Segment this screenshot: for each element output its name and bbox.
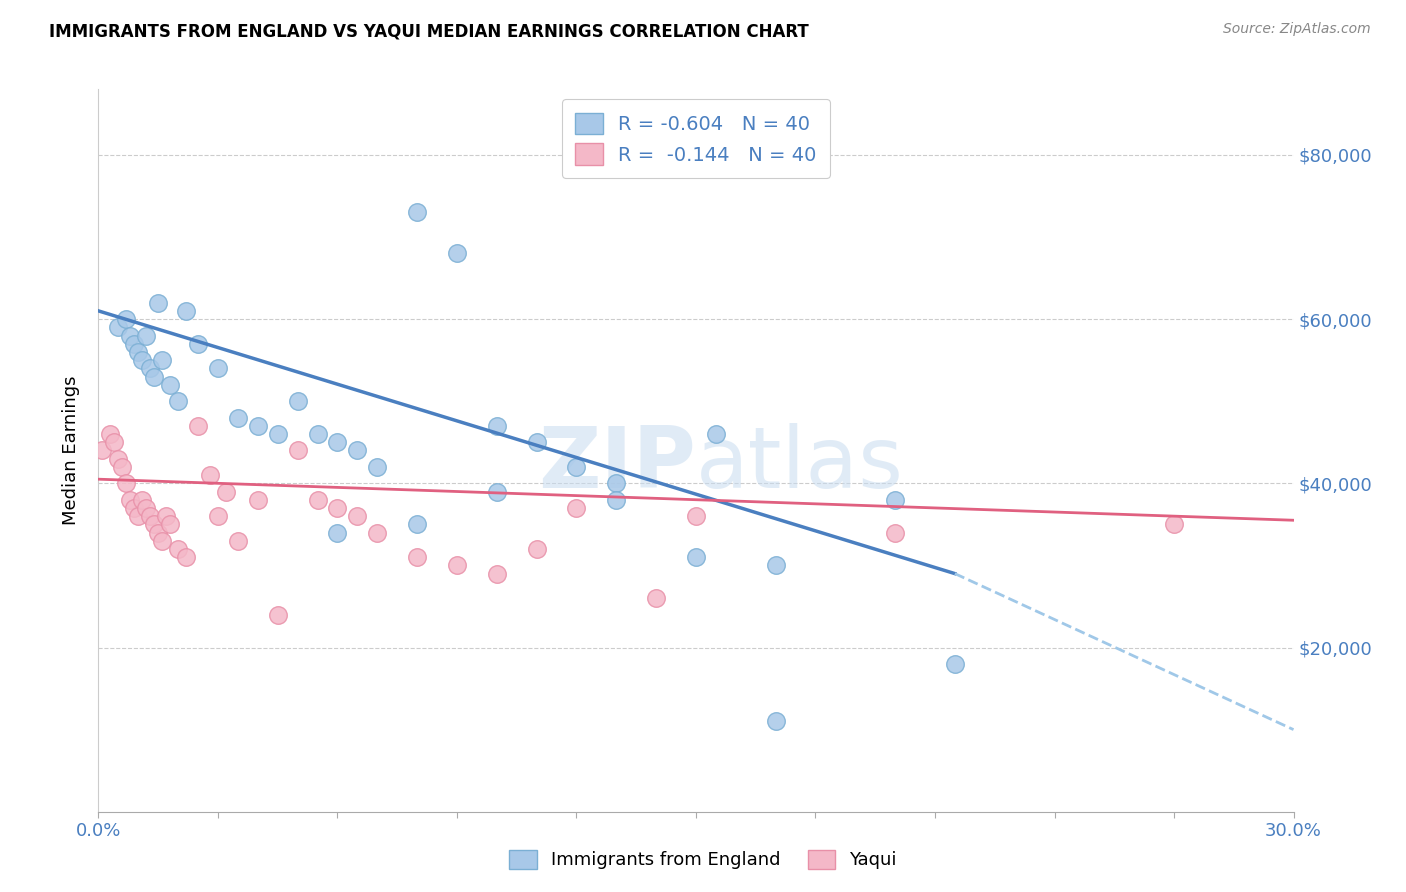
Point	[148, 525, 170, 540]
Point	[565, 459, 588, 474]
Text: atlas: atlas	[696, 424, 904, 507]
Point	[326, 500, 349, 515]
Point	[884, 492, 907, 507]
Point	[485, 418, 508, 433]
Point	[346, 443, 368, 458]
Point	[207, 361, 229, 376]
Text: Source: ZipAtlas.com: Source: ZipAtlas.com	[1223, 22, 1371, 37]
Point	[143, 517, 166, 532]
Point	[326, 525, 349, 540]
Point	[307, 492, 329, 507]
Point	[326, 435, 349, 450]
Point	[366, 459, 388, 474]
Point	[267, 427, 290, 442]
Point	[226, 533, 249, 548]
Point	[120, 492, 142, 507]
Point	[685, 550, 707, 565]
Point	[124, 500, 146, 515]
Point	[135, 328, 157, 343]
Point	[406, 517, 429, 532]
Point	[884, 525, 907, 540]
Point	[111, 459, 134, 474]
Point	[605, 492, 627, 507]
Point	[307, 427, 329, 442]
Point	[645, 591, 668, 606]
Point	[150, 533, 173, 548]
Point	[135, 500, 157, 515]
Point	[246, 418, 269, 433]
Point	[246, 492, 269, 507]
Point	[148, 295, 170, 310]
Point	[127, 345, 149, 359]
Legend: R = -0.604   N = 40, R =  -0.144   N = 40: R = -0.604 N = 40, R = -0.144 N = 40	[562, 99, 830, 178]
Point	[215, 484, 238, 499]
Point	[1163, 517, 1185, 532]
Point	[207, 509, 229, 524]
Point	[174, 304, 197, 318]
Point	[124, 336, 146, 351]
Y-axis label: Median Earnings: Median Earnings	[62, 376, 80, 525]
Legend: Immigrants from England, Yaqui: Immigrants from England, Yaqui	[501, 841, 905, 879]
Point	[226, 410, 249, 425]
Point	[943, 657, 966, 671]
Point	[131, 492, 153, 507]
Point	[159, 517, 181, 532]
Point	[485, 484, 508, 499]
Point	[704, 427, 727, 442]
Point	[167, 394, 190, 409]
Point	[187, 336, 209, 351]
Point	[446, 558, 468, 573]
Point	[406, 205, 429, 219]
Point	[107, 320, 129, 334]
Point	[143, 369, 166, 384]
Point	[198, 468, 221, 483]
Point	[346, 509, 368, 524]
Text: IMMIGRANTS FROM ENGLAND VS YAQUI MEDIAN EARNINGS CORRELATION CHART: IMMIGRANTS FROM ENGLAND VS YAQUI MEDIAN …	[49, 22, 808, 40]
Point	[366, 525, 388, 540]
Point	[91, 443, 114, 458]
Point	[765, 558, 787, 573]
Point	[565, 500, 588, 515]
Point	[765, 714, 787, 729]
Point	[446, 246, 468, 260]
Point	[139, 509, 162, 524]
Point	[605, 476, 627, 491]
Point	[287, 443, 309, 458]
Point	[174, 550, 197, 565]
Point	[406, 550, 429, 565]
Point	[526, 435, 548, 450]
Point	[685, 509, 707, 524]
Point	[127, 509, 149, 524]
Point	[115, 312, 138, 326]
Point	[167, 541, 190, 556]
Point	[287, 394, 309, 409]
Text: ZIP: ZIP	[538, 424, 696, 507]
Point	[150, 353, 173, 368]
Point	[98, 427, 122, 442]
Point	[526, 541, 548, 556]
Point	[103, 435, 125, 450]
Point	[139, 361, 162, 376]
Point	[187, 418, 209, 433]
Point	[115, 476, 138, 491]
Point	[120, 328, 142, 343]
Point	[107, 451, 129, 466]
Point	[131, 353, 153, 368]
Point	[155, 509, 177, 524]
Point	[267, 607, 290, 622]
Point	[159, 377, 181, 392]
Point	[485, 566, 508, 581]
